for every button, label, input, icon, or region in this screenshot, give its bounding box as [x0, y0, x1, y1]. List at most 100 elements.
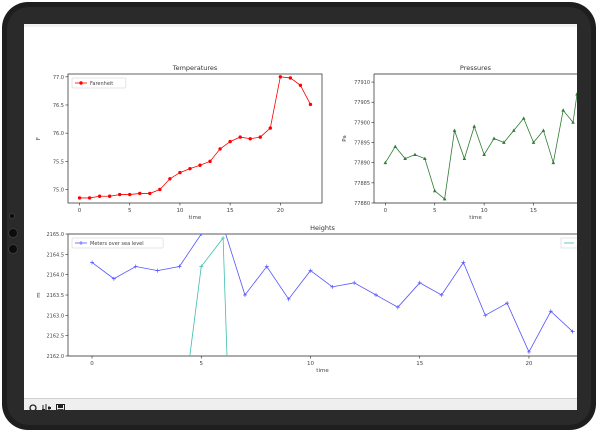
data-point	[461, 260, 466, 265]
y-tick-label: 2163.0	[47, 313, 65, 319]
data-point	[531, 140, 536, 144]
data-point	[87, 196, 92, 200]
data-point	[439, 293, 444, 297]
data-point	[128, 192, 132, 197]
y-tick-label: 75.5	[53, 159, 64, 165]
series-line	[189, 236, 228, 356]
data-point	[472, 124, 477, 128]
y-tick-label: 77885	[354, 181, 370, 187]
data-point	[107, 194, 112, 198]
data-point	[208, 159, 212, 164]
x-axis-label: time	[189, 215, 202, 221]
data-point	[482, 152, 486, 157]
x-tick-label: 10	[307, 361, 314, 367]
window-titlebar	[24, 24, 577, 27]
data-point	[570, 329, 575, 334]
data-point	[548, 309, 553, 314]
data-point	[571, 120, 575, 124]
temperatures-axes[interactable]: Temperatures 0 5 10 15 20 75.0 75.5 76.0 76.5 77.0…	[36, 64, 323, 221]
side-sensor-top	[8, 228, 18, 238]
data-point	[148, 191, 152, 196]
heights-axes[interactable]: Heights 0 5 10 15 20 2162.0 2162.5 2163.0 2163.5 2…	[36, 224, 577, 399]
plot-area	[77, 75, 313, 200]
data-point	[264, 264, 269, 269]
data-point	[483, 313, 488, 318]
data-point	[442, 196, 447, 201]
data-point	[502, 140, 506, 144]
data-point	[308, 268, 313, 273]
zoom-icon[interactable]	[28, 399, 39, 410]
legend: Farenheit	[71, 77, 127, 89]
y-tick-label: 75.0	[53, 187, 64, 193]
chart-title: Heights	[310, 224, 335, 232]
data-point	[118, 192, 122, 197]
axes-frame	[68, 234, 577, 356]
data-point	[330, 284, 335, 289]
data-point	[199, 264, 204, 269]
data-point	[221, 224, 225, 228]
y-tick-label: 2162.0	[47, 354, 65, 360]
legend: Meters over sea level	[71, 237, 164, 249]
pressures-axes[interactable]: Pressures 0 5 10 15 77880 77885 77890 77895 77900…	[342, 64, 577, 221]
x-tick-label: 5	[128, 208, 132, 214]
data-point	[178, 170, 182, 175]
data-point	[298, 83, 303, 87]
data-point	[258, 135, 262, 139]
data-point	[526, 349, 531, 354]
data-point	[198, 163, 202, 167]
data-point	[462, 156, 467, 161]
y-tick-label: 2164.5	[47, 252, 65, 258]
x-tick-label: 15	[416, 361, 423, 367]
data-point	[268, 126, 272, 130]
y-tick-label: 76.5	[53, 103, 64, 109]
y-tick-label: 77895	[354, 141, 370, 147]
x-tick-label: 0	[78, 208, 82, 214]
x-tick-label: 20	[525, 361, 532, 367]
x-tick-label: 10	[481, 208, 488, 214]
y-tick-label: 77890	[354, 161, 370, 167]
legend-label: Meters over sea level	[90, 241, 144, 247]
data-point	[432, 188, 437, 193]
y-axis-label: F	[36, 137, 42, 140]
x-tick-label: 5	[433, 208, 437, 214]
data-point	[423, 156, 427, 161]
data-point	[177, 264, 182, 269]
figure-canvas: Temperatures 0 5 10 15 20 75.0 75.5 76.0 76.5 77.0…	[36, 64, 577, 399]
data-point	[505, 301, 510, 306]
y-tick-label: 2165.0	[47, 232, 65, 238]
x-tick-label: 0	[90, 361, 94, 367]
data-point	[155, 268, 160, 273]
data-point	[278, 75, 283, 79]
y-axis-label: m	[36, 292, 42, 297]
legend-marker	[79, 241, 83, 245]
data-point	[417, 280, 422, 285]
data-point	[133, 264, 138, 269]
data-point	[288, 76, 293, 80]
y-tick-label: 77905	[354, 100, 370, 106]
data-point	[521, 116, 526, 120]
plot-area	[383, 92, 577, 201]
data-point	[395, 305, 400, 310]
x-tick-label: 0	[384, 208, 388, 214]
y-tick-label: 77900	[354, 120, 370, 126]
data-point	[452, 128, 457, 132]
front-camera	[9, 213, 15, 219]
data-point	[492, 136, 496, 140]
data-point	[111, 276, 116, 281]
y-tick-label: 2163.5	[47, 293, 65, 299]
data-point	[383, 160, 388, 165]
legend-marker	[79, 81, 83, 85]
x-axis-label: time	[469, 215, 482, 221]
y-tick-label: 2162.5	[47, 334, 65, 340]
x-axis-label: time	[316, 368, 329, 374]
app-screen: Temperatures 0 5 10 15 20 75.0 75.5 76.0 76.5 77.0…	[24, 24, 577, 410]
y-tick-label: 76.0	[53, 131, 64, 137]
data-point	[575, 92, 577, 96]
data-point	[403, 156, 407, 161]
x-tick-label: 10	[176, 208, 183, 214]
save-icon[interactable]	[55, 399, 66, 410]
data-point	[90, 260, 95, 265]
data-point	[248, 137, 252, 141]
configure-subplots-icon[interactable]	[41, 399, 52, 410]
data-point	[77, 196, 82, 200]
